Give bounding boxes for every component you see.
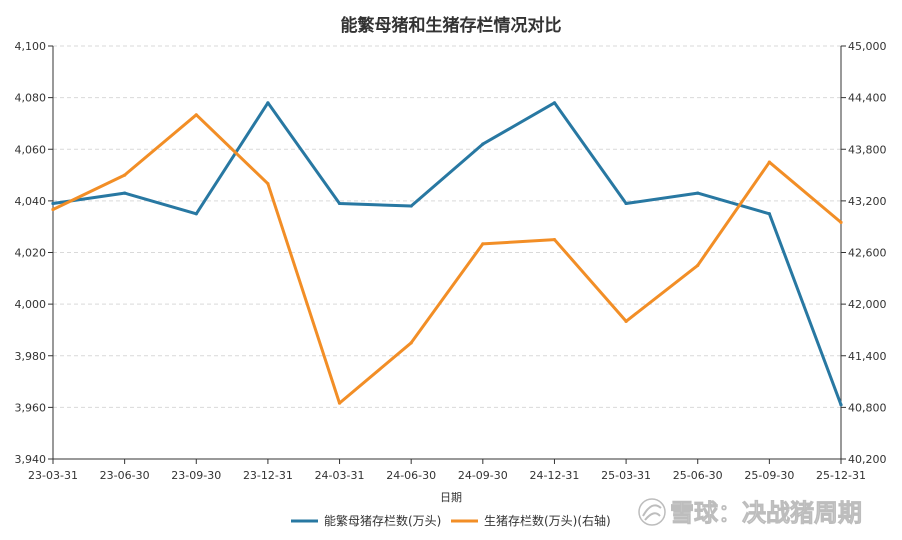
series-lines [51, 101, 843, 407]
data-point-1 [839, 220, 843, 224]
axes: 3,940 40,200 3,960 40,800 3,980 41,400 4,000 42… [15, 40, 887, 482]
data-point-1 [552, 237, 557, 242]
data-point-1 [266, 182, 270, 186]
x-tick-label: 24-09-30 [458, 469, 508, 482]
legend[interactable]: 能繁母猪存栏数(万头) 生猪存栏数(万头)(右轴) [291, 513, 611, 528]
data-point-0 [123, 191, 127, 195]
data-point-1 [194, 113, 198, 117]
data-point-0 [839, 403, 843, 407]
y-left-tick-label: 4,040 [15, 195, 47, 208]
y-right-tick-label: 44,400 [848, 92, 887, 105]
data-point-0 [696, 191, 700, 195]
y-right-tick-label: 41,400 [848, 350, 887, 363]
data-point-1 [481, 242, 485, 246]
x-tick-label: 25-09-30 [744, 469, 794, 482]
y-left-tick-label: 4,020 [15, 247, 47, 260]
data-point-1 [337, 401, 342, 405]
x-tick-label: 25-06-30 [673, 469, 723, 482]
grid-lines [53, 45, 841, 408]
data-point-0 [552, 101, 557, 105]
data-point-0 [194, 212, 198, 216]
y-right-tick-label: 43,200 [848, 195, 887, 208]
x-tick-label: 23-12-31 [243, 469, 293, 482]
data-point-1 [696, 263, 700, 268]
data-point-1 [123, 173, 127, 177]
y-left-tick-label: 4,000 [15, 298, 47, 311]
snowball-logo-icon [638, 498, 666, 526]
data-point-0 [266, 101, 270, 105]
x-tick-label: 24-03-31 [315, 469, 365, 482]
legend-item-0[interactable]: 能繁母猪存栏数(万头) [291, 513, 441, 528]
x-tick-label: 25-03-31 [601, 469, 651, 482]
y-left-tick-label: 4,100 [15, 40, 47, 53]
x-tick-label: 24-12-31 [529, 469, 579, 482]
watermark: 雪球：决战猪周期 [638, 498, 862, 527]
y-right-tick-label: 45,000 [848, 40, 887, 53]
watermark-text: 雪球：决战猪周期 [670, 499, 862, 527]
series-line-0 [51, 101, 843, 407]
x-axis-label: 日期 [440, 491, 462, 504]
data-point-0 [767, 212, 771, 216]
y-right-tick-label: 42,000 [848, 298, 887, 311]
data-point-1 [624, 319, 628, 323]
legend-item-1[interactable]: 生猪存栏数(万头)(右轴) [451, 513, 611, 528]
data-point-1 [767, 160, 771, 164]
data-point-0 [624, 201, 628, 206]
y-left-tick-label: 3,960 [15, 401, 47, 414]
y-left-tick-label: 4,080 [15, 92, 47, 105]
y-right-tick-label: 40,200 [848, 453, 887, 466]
y-right-tick-label: 42,600 [848, 247, 887, 260]
data-point-0 [51, 201, 55, 206]
x-tick-label: 23-06-30 [100, 469, 150, 482]
legend-label: 能繁母猪存栏数(万头) [324, 513, 441, 528]
data-point-1 [409, 341, 413, 345]
y-left-tick-label: 3,980 [15, 350, 47, 363]
data-point-0 [409, 204, 413, 208]
legend-label: 生猪存栏数(万头)(右轴) [484, 513, 611, 528]
x-tick-label: 25-12-31 [816, 469, 866, 482]
x-tick-label: 23-09-30 [171, 469, 221, 482]
series-line-1 [51, 113, 843, 405]
y-left-tick-label: 4,060 [15, 143, 47, 156]
x-tick-label: 24-06-30 [386, 469, 436, 482]
data-point-0 [337, 201, 342, 206]
chart-title: 能繁母猪和生猪存栏情况对比 [341, 15, 562, 36]
y-right-tick-label: 40,800 [848, 401, 887, 414]
y-right-tick-label: 43,800 [848, 143, 887, 156]
data-point-0 [481, 142, 485, 146]
y-left-tick-label: 3,940 [15, 453, 47, 466]
x-tick-label: 23-03-31 [28, 469, 78, 482]
data-point-1 [51, 207, 55, 212]
